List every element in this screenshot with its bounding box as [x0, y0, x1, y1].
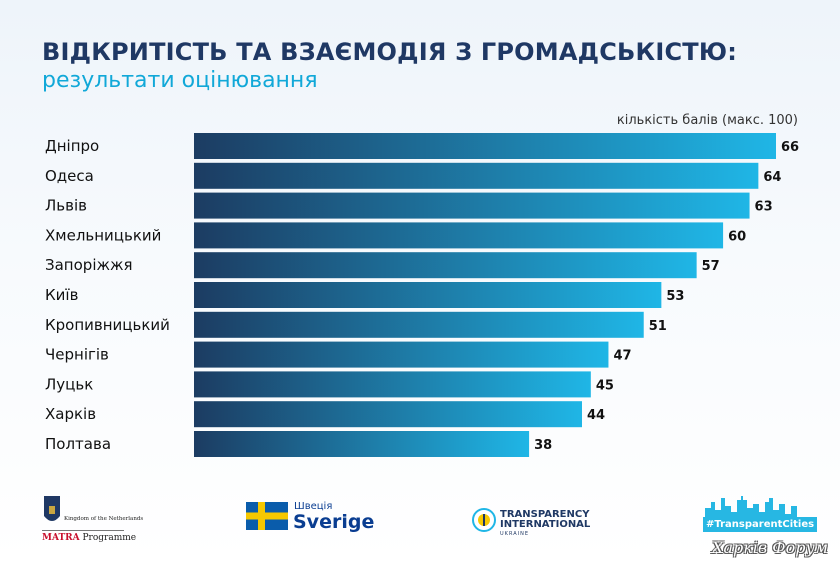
- category-label: Одеса: [45, 167, 94, 185]
- category-label: Дніпро: [45, 137, 99, 155]
- category-label: Кропивницький: [45, 316, 170, 334]
- bar: [194, 162, 759, 189]
- bar: [194, 192, 750, 219]
- netherlands-coat-of-arms-icon: [44, 496, 60, 521]
- category-label: Полтава: [45, 435, 111, 453]
- value-label: 38: [534, 438, 552, 453]
- logo-sweden-swedish: Sverige: [293, 511, 375, 533]
- category-label: Хмельницький: [45, 226, 161, 244]
- value-label: 66: [781, 140, 799, 155]
- bar: [194, 431, 530, 457]
- logo-netherlands: Kingdom of the Netherlands MATRA Program…: [42, 494, 143, 544]
- logo-transparent-cities: #TransparentCities: [703, 494, 818, 534]
- value-label: 47: [613, 349, 631, 364]
- category-label: Львів: [45, 197, 87, 215]
- swedish-flag-icon: [246, 502, 288, 530]
- category-label: Запоріжжя: [45, 256, 133, 274]
- bar: [194, 311, 644, 338]
- logo-ti-line1: TRANSPARENCY: [500, 509, 590, 520]
- value-label: 60: [728, 229, 746, 244]
- value-label: 63: [755, 200, 773, 215]
- category-label: Чернігів: [45, 346, 109, 364]
- category-label: Київ: [45, 286, 78, 304]
- value-label: 57: [702, 259, 720, 274]
- value-label: 45: [596, 378, 614, 393]
- value-label: 53: [666, 289, 684, 304]
- value-label: 44: [587, 408, 605, 423]
- category-label: Харків: [45, 405, 96, 423]
- category-label: Луцьк: [45, 375, 93, 393]
- chart-subtitle: результати оцінювання: [42, 68, 318, 93]
- logo-transparent-cities-tag: #TransparentCities: [703, 517, 818, 532]
- watermark: Харків Форум: [712, 538, 828, 557]
- bar: [194, 222, 724, 249]
- logo-sweden-ukrainian: Швеція: [294, 501, 333, 512]
- logo-matra: MATRA Programme: [42, 533, 137, 543]
- bar: [194, 341, 609, 368]
- bar: [194, 371, 591, 398]
- logo-sweden: Швеція Sverige: [246, 501, 374, 533]
- footer-logos: Kingdom of the Netherlands MATRA Program…: [0, 490, 840, 561]
- logo-transparency-international: TRANSPARENCY INTERNATIONAL UKRAINE: [472, 508, 592, 538]
- bar: [194, 282, 662, 308]
- ti-globe-icon: [472, 508, 496, 532]
- bar: [194, 252, 697, 279]
- chart-title: ВІДКРИТІСТЬ ТА ВЗАЄМОДІЯ З ГРОМАДСЬКІСТЮ…: [42, 38, 738, 66]
- logo-ti-line2: INTERNATIONAL: [500, 519, 591, 530]
- logo-netherlands-line1: Kingdom of the Netherlands: [64, 516, 144, 522]
- bar: [194, 401, 582, 428]
- city-skyline-icon: [705, 496, 797, 518]
- value-label: 51: [649, 319, 667, 334]
- axis-unit-note: кількість балів (макс. 100): [616, 113, 798, 128]
- bar: [194, 133, 776, 159]
- bar-chart: Дніпро 66 Одеса 64 Львів 63 Хмельницький 60 Запо…: [45, 133, 799, 457]
- value-label: 64: [763, 170, 781, 185]
- logo-ti-line3: UKRAINE: [500, 531, 530, 537]
